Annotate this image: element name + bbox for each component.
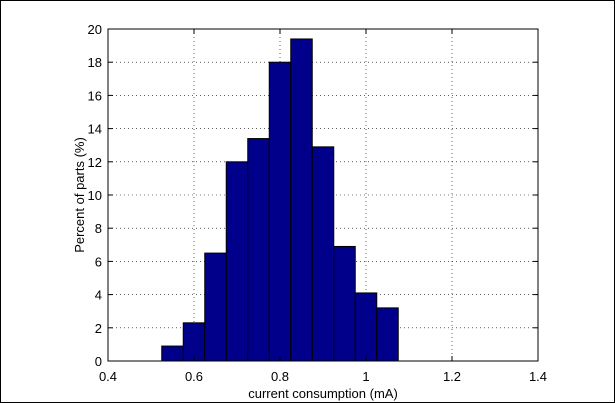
y-tick-label: 14	[88, 122, 102, 137]
histogram-bar	[161, 345, 184, 362]
histogram-bar	[333, 245, 356, 362]
y-tick-label: 4	[95, 288, 102, 303]
histogram-bar	[225, 161, 249, 362]
x-tick-label: 1.2	[443, 369, 461, 384]
histogram-bar	[311, 146, 335, 362]
histogram-bar	[268, 61, 292, 362]
y-axis-label: Percent of parts (%)	[72, 137, 87, 253]
histogram-bar	[182, 322, 206, 362]
x-tick-label: 0.6	[185, 369, 203, 384]
y-tick-label: 12	[88, 155, 102, 170]
x-tick-label: 1	[362, 369, 369, 384]
y-ticks: 0 2 4 6 8 10 12 14 16 18 20	[88, 22, 538, 369]
histogram-bar	[376, 307, 399, 362]
x-axis-label: current consumption (mA)	[248, 386, 398, 401]
histogram-bar	[354, 292, 378, 362]
bars	[161, 38, 442, 362]
x-tick-label: 0.8	[271, 369, 289, 384]
x-tick-label: 0.4	[99, 369, 117, 384]
x-tick-label: 1.4	[529, 369, 547, 384]
histogram-bar	[204, 252, 227, 362]
y-tick-label: 6	[95, 254, 102, 269]
y-tick-label: 18	[88, 55, 102, 70]
y-tick-label: 20	[88, 22, 102, 37]
histogram-bar	[247, 138, 270, 362]
y-tick-label: 10	[88, 188, 102, 203]
y-tick-label: 2	[95, 321, 102, 336]
y-tick-label: 0	[95, 354, 102, 369]
histogram-bar	[290, 38, 313, 362]
y-tick-label: 8	[95, 221, 102, 236]
x-ticks: 0.4 0.6 0.8 1 1.2 1.4	[99, 29, 547, 384]
y-tick-label: 16	[88, 88, 102, 103]
